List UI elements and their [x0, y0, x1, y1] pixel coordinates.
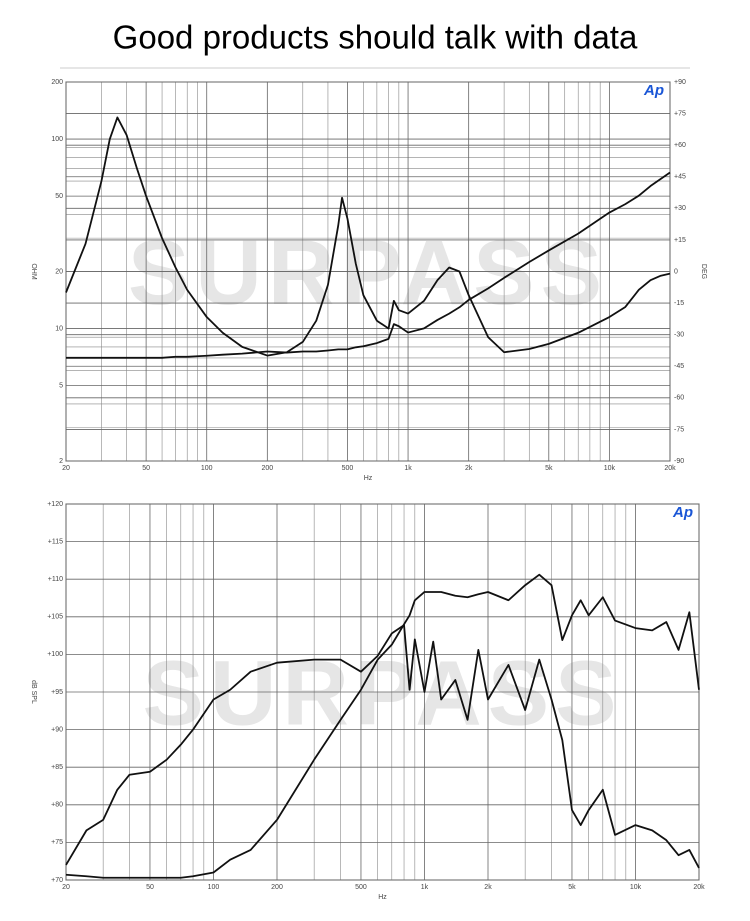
x-tick-label: 500	[342, 465, 354, 472]
x-tick-label: 1k	[404, 465, 412, 472]
data-line	[65, 116, 671, 357]
y2-tick-label: -15	[674, 300, 684, 307]
x-tick-label: 100	[201, 465, 213, 472]
x-tick-label: 2k	[484, 884, 492, 891]
y2-tick-label: +45	[674, 174, 686, 181]
data-line	[65, 624, 700, 869]
y2-tick-label: 0	[674, 268, 678, 275]
y2-tick-label: +15	[674, 237, 686, 244]
logo: Ap	[643, 82, 664, 99]
x-tick-label: 20	[62, 884, 70, 891]
x-tick-label: 50	[146, 884, 154, 891]
x-axis-label: Hz	[364, 475, 373, 482]
y-tick-label: +90	[51, 726, 63, 733]
y2-tick-label: -45	[674, 363, 684, 370]
page-title: Good products should talk with data	[113, 19, 638, 56]
y-tick-label: +100	[47, 651, 63, 658]
y-tick-label: 10	[55, 325, 63, 332]
y2-tick-label: +60	[674, 142, 686, 149]
y-tick-label: +115	[48, 538, 63, 545]
x-tick-label: 100	[208, 884, 220, 891]
y-tick-label: 200	[51, 79, 63, 86]
x-tick-label: 2k	[465, 465, 473, 472]
y2-tick-label: +75	[674, 110, 686, 117]
y2-tick-label: -90	[674, 458, 684, 465]
x-tick-label: 10k	[630, 884, 642, 891]
x-tick-label: 20k	[693, 884, 705, 891]
y-tick-label: +80	[51, 802, 63, 809]
x-tick-label: 20k	[664, 465, 676, 472]
x-tick-label: 20	[62, 465, 70, 472]
y-tick-label: +120	[47, 501, 63, 508]
y-tick-label: +85	[51, 764, 63, 771]
y-tick-label: +105	[47, 614, 63, 621]
data-line	[65, 573, 700, 879]
data-line	[66, 171, 671, 359]
y-tick-label: +95	[51, 689, 63, 696]
y2-tick-label: -75	[674, 426, 684, 433]
y2-tick-label: +30	[674, 205, 686, 212]
y-tick-label: +110	[48, 576, 63, 583]
watermark: SURPASS	[143, 642, 623, 744]
x-tick-label: 1k	[421, 884, 429, 891]
x-tick-label: 10k	[604, 465, 616, 472]
x-tick-label: 50	[142, 465, 150, 472]
y-axis-label: OHM	[30, 263, 37, 280]
y2-tick-label: -30	[674, 332, 684, 339]
y-tick-label: +75	[51, 839, 63, 846]
x-axis-label: Hz	[378, 894, 387, 901]
y-tick-label: 100	[51, 136, 63, 143]
y2-axis-label: DEG	[700, 264, 707, 279]
x-tick-label: 500	[355, 884, 367, 891]
logo: Ap	[672, 504, 693, 521]
y-tick-label: 50	[55, 193, 63, 200]
y2-tick-label: -60	[674, 395, 684, 402]
x-tick-label: 5k	[545, 465, 553, 472]
x-tick-label: 5k	[568, 884, 576, 891]
y-tick-label: +70	[51, 877, 63, 884]
x-tick-label: 200	[261, 465, 273, 472]
y-axis-label: dB SPL	[30, 680, 37, 704]
y-tick-label: 2	[59, 458, 63, 465]
y-tick-label: 20	[55, 268, 63, 275]
y-tick-label: 5	[59, 382, 63, 389]
y2-tick-label: +90	[674, 79, 686, 86]
x-tick-label: 200	[271, 884, 283, 891]
